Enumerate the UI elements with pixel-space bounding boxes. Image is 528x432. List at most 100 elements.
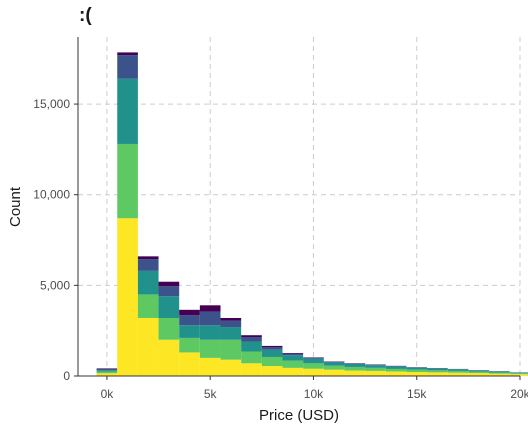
histogram-bar-segment <box>241 351 262 364</box>
histogram-bar-segment <box>282 352 304 354</box>
histogram-bar-segment <box>137 294 159 318</box>
histogram-bar-segment <box>406 367 428 370</box>
histogram-bar-segment <box>137 259 159 271</box>
histogram-bar-segment <box>323 369 345 376</box>
histogram-bar-segment <box>241 363 262 376</box>
histogram-bar-segment <box>303 358 324 364</box>
histogram-bar-segment <box>282 367 304 376</box>
histogram-bar-segment <box>344 363 366 367</box>
histogram-bar-segment <box>365 364 386 366</box>
histogram-bar-segment <box>261 366 283 376</box>
histogram-bar-segment <box>365 367 386 371</box>
histogram-bar-segment <box>179 352 200 376</box>
labels-layer: 0k 5k 10k 15k 20k 0 5,000 10,000 15,000 <box>33 97 528 401</box>
x-tick-label: 20k <box>510 387 528 401</box>
histogram-bar-segment <box>96 370 118 372</box>
histogram-bar-segment <box>468 371 490 374</box>
histogram-bar-segment <box>137 256 159 260</box>
histogram-bar-segment <box>447 369 469 371</box>
histogram-bar-segment <box>365 370 386 376</box>
histogram-bar-segment <box>303 357 324 359</box>
histogram-bar-segment <box>199 311 221 326</box>
histogram-bar-segment <box>489 371 510 373</box>
histogram-bar-segment <box>117 52 138 56</box>
histogram-bar-segment <box>509 374 528 376</box>
histogram-bar-segment <box>385 371 407 376</box>
histogram-bar-segment <box>509 373 528 375</box>
histogram-bar-segment <box>261 356 283 367</box>
histogram-bar-segment <box>158 286 180 297</box>
histogram-bar-segment <box>179 309 200 316</box>
chart-title: :( <box>79 5 92 26</box>
histogram-bar-segment <box>220 317 242 321</box>
histogram-bar-segment <box>344 370 366 376</box>
histogram-bar-segment <box>117 55 138 79</box>
histogram-bar-segment <box>199 325 221 340</box>
histogram-bar-segment <box>199 305 221 312</box>
histogram-bar-segment <box>406 372 428 376</box>
histogram-bar-segment <box>137 270 159 295</box>
histogram-bar-segment <box>179 325 200 338</box>
histogram-bar-segment <box>344 366 366 371</box>
histogram-bar-segment <box>241 341 262 352</box>
histogram-bar-segment <box>489 372 510 374</box>
histogram-bar-segment <box>385 366 407 369</box>
histogram-bar-segment <box>282 360 304 368</box>
histogram-bar-segment <box>220 320 242 328</box>
histogram-bar-segment <box>344 363 366 364</box>
histogram-bar-segment <box>179 315 200 326</box>
histogram-bar-segment <box>427 368 448 371</box>
axes-layer <box>77 37 520 377</box>
histogram-bar-segment <box>117 78 138 144</box>
histogram-bar-segment <box>158 317 180 340</box>
histogram-bar-segment <box>220 327 242 340</box>
histogram-bar-segment <box>323 362 345 366</box>
y-tick-label: 15,000 <box>33 97 70 111</box>
histogram-bar-segment <box>137 317 159 376</box>
histogram-bar-segment <box>241 337 262 342</box>
histogram-bar-segment <box>427 370 448 373</box>
histogram-bar-segment <box>468 373 490 376</box>
histogram-bar-segment <box>199 357 221 376</box>
histogram-bar-segment <box>323 365 345 370</box>
histogram-bar-segment <box>303 368 324 376</box>
bars-layer <box>96 52 528 376</box>
x-tick-label: 10k <box>304 387 324 401</box>
histogram-bar-segment <box>241 335 262 338</box>
histogram-bar-segment <box>282 353 304 356</box>
x-tick-label: 15k <box>407 387 427 401</box>
histogram-bar-segment <box>261 346 283 350</box>
histogram-bar-segment <box>303 363 324 369</box>
histogram-bar-segment <box>199 339 221 358</box>
histogram-bar-segment <box>261 349 283 357</box>
histogram-bar-segment <box>261 345 283 347</box>
histogram-bar-segment <box>158 281 180 287</box>
histogram-bar-segment <box>447 372 469 376</box>
histogram-bar-segment <box>468 370 490 372</box>
y-tick-label: 5,000 <box>40 278 70 292</box>
histogram-bar-segment <box>158 339 180 376</box>
histogram-bar-segment <box>220 339 242 360</box>
histogram-bar-segment <box>96 368 118 369</box>
histogram-bar-segment <box>282 355 304 361</box>
histogram-bar-segment <box>427 372 448 376</box>
histogram-bar-segment <box>96 371 118 374</box>
histogram-bar-segment <box>96 373 118 376</box>
histogram-bar-segment <box>158 296 180 318</box>
histogram-bar-segment <box>365 365 386 368</box>
histogram-bar-segment <box>509 372 528 374</box>
histogram-bar-segment <box>406 369 428 373</box>
histogram-bar-segment <box>489 373 510 376</box>
x-axis-title: Price (USD) <box>259 407 339 424</box>
y-tick-label: 0 <box>63 369 70 383</box>
histogram-bar-segment <box>96 368 118 371</box>
y-tick-label: 10,000 <box>33 188 70 202</box>
histogram-bar-segment <box>117 218 138 376</box>
x-tick-label: 5k <box>204 387 218 401</box>
histogram-bar-segment <box>447 370 469 373</box>
histogram-bar-segment <box>323 361 345 363</box>
histogram-bar-segment <box>385 368 407 372</box>
y-axis-title: Count <box>7 186 24 227</box>
histogram-bar-segment <box>117 143 138 219</box>
